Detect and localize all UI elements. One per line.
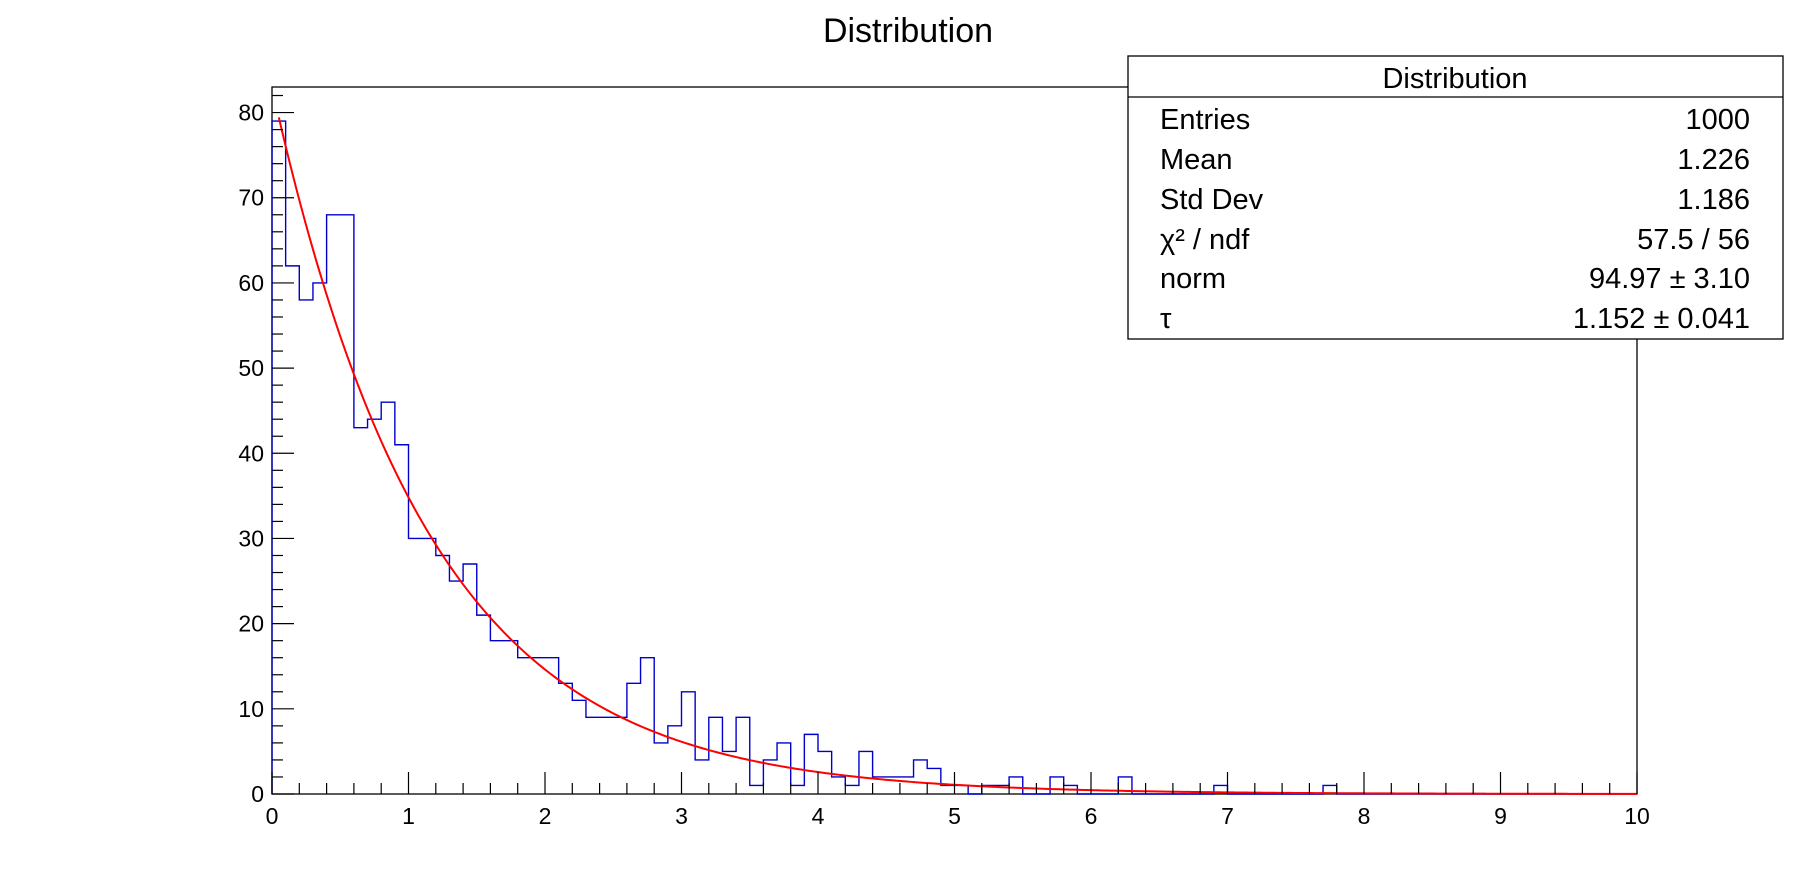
x-tick-label: 5 bbox=[948, 803, 961, 829]
stat-label-mean: Mean bbox=[1160, 144, 1233, 176]
chart-title: Distribution bbox=[823, 12, 993, 50]
stat-value-norm: 94.97 ± 3.10 bbox=[1589, 263, 1750, 295]
x-tick-label: 8 bbox=[1358, 803, 1371, 829]
stat-label-entries: Entries bbox=[1160, 104, 1250, 136]
x-tick-label: 3 bbox=[675, 803, 688, 829]
stat-value-stddev: 1.186 bbox=[1677, 184, 1750, 216]
x-axis: 0 1 2 3 4 5 6 7 8 9 10 bbox=[266, 772, 1650, 829]
stat-label-norm: norm bbox=[1160, 263, 1226, 295]
y-tick-label: 0 bbox=[251, 781, 264, 807]
x-tick-label: 2 bbox=[539, 803, 552, 829]
x-tick-label: 1 bbox=[402, 803, 415, 829]
x-tick-label: 0 bbox=[266, 803, 279, 829]
x-tick-label: 9 bbox=[1494, 803, 1507, 829]
stat-value-entries: 1000 bbox=[1685, 104, 1750, 136]
y-tick-label: 60 bbox=[238, 270, 264, 296]
x-tick-label: 6 bbox=[1085, 803, 1098, 829]
stat-label-tau: τ bbox=[1160, 303, 1172, 335]
stats-box-frame bbox=[1127, 55, 1784, 340]
stats-title: Distribution bbox=[1382, 63, 1527, 95]
fit-curve-line bbox=[277, 117, 1637, 795]
y-tick-label: 50 bbox=[238, 355, 264, 381]
y-tick-label: 30 bbox=[238, 525, 264, 551]
y-tick-label: 20 bbox=[238, 611, 264, 637]
x-tick-label: 4 bbox=[812, 803, 825, 829]
y-tick-label: 40 bbox=[238, 440, 264, 466]
x-tick-label: 10 bbox=[1624, 803, 1650, 829]
stats-box: Distribution Entries 1000 Mean 1.226 Std… bbox=[1127, 55, 1784, 340]
stat-value-tau: 1.152 ± 0.041 bbox=[1573, 303, 1750, 335]
y-tick-label: 10 bbox=[238, 696, 264, 722]
x-tick-label: 7 bbox=[1221, 803, 1234, 829]
stat-value-mean: 1.226 bbox=[1677, 144, 1750, 176]
y-tick-label: 80 bbox=[238, 100, 264, 126]
y-axis: 0 10 20 30 40 50 60 70 80 bbox=[238, 94, 294, 807]
fit-curve bbox=[277, 117, 1637, 795]
stat-label-chi2ndf: χ² / ndf bbox=[1160, 224, 1250, 256]
stat-label-stddev: Std Dev bbox=[1160, 184, 1264, 216]
y-tick-label: 70 bbox=[238, 185, 264, 211]
stat-value-chi2ndf: 57.5 / 56 bbox=[1637, 224, 1750, 256]
